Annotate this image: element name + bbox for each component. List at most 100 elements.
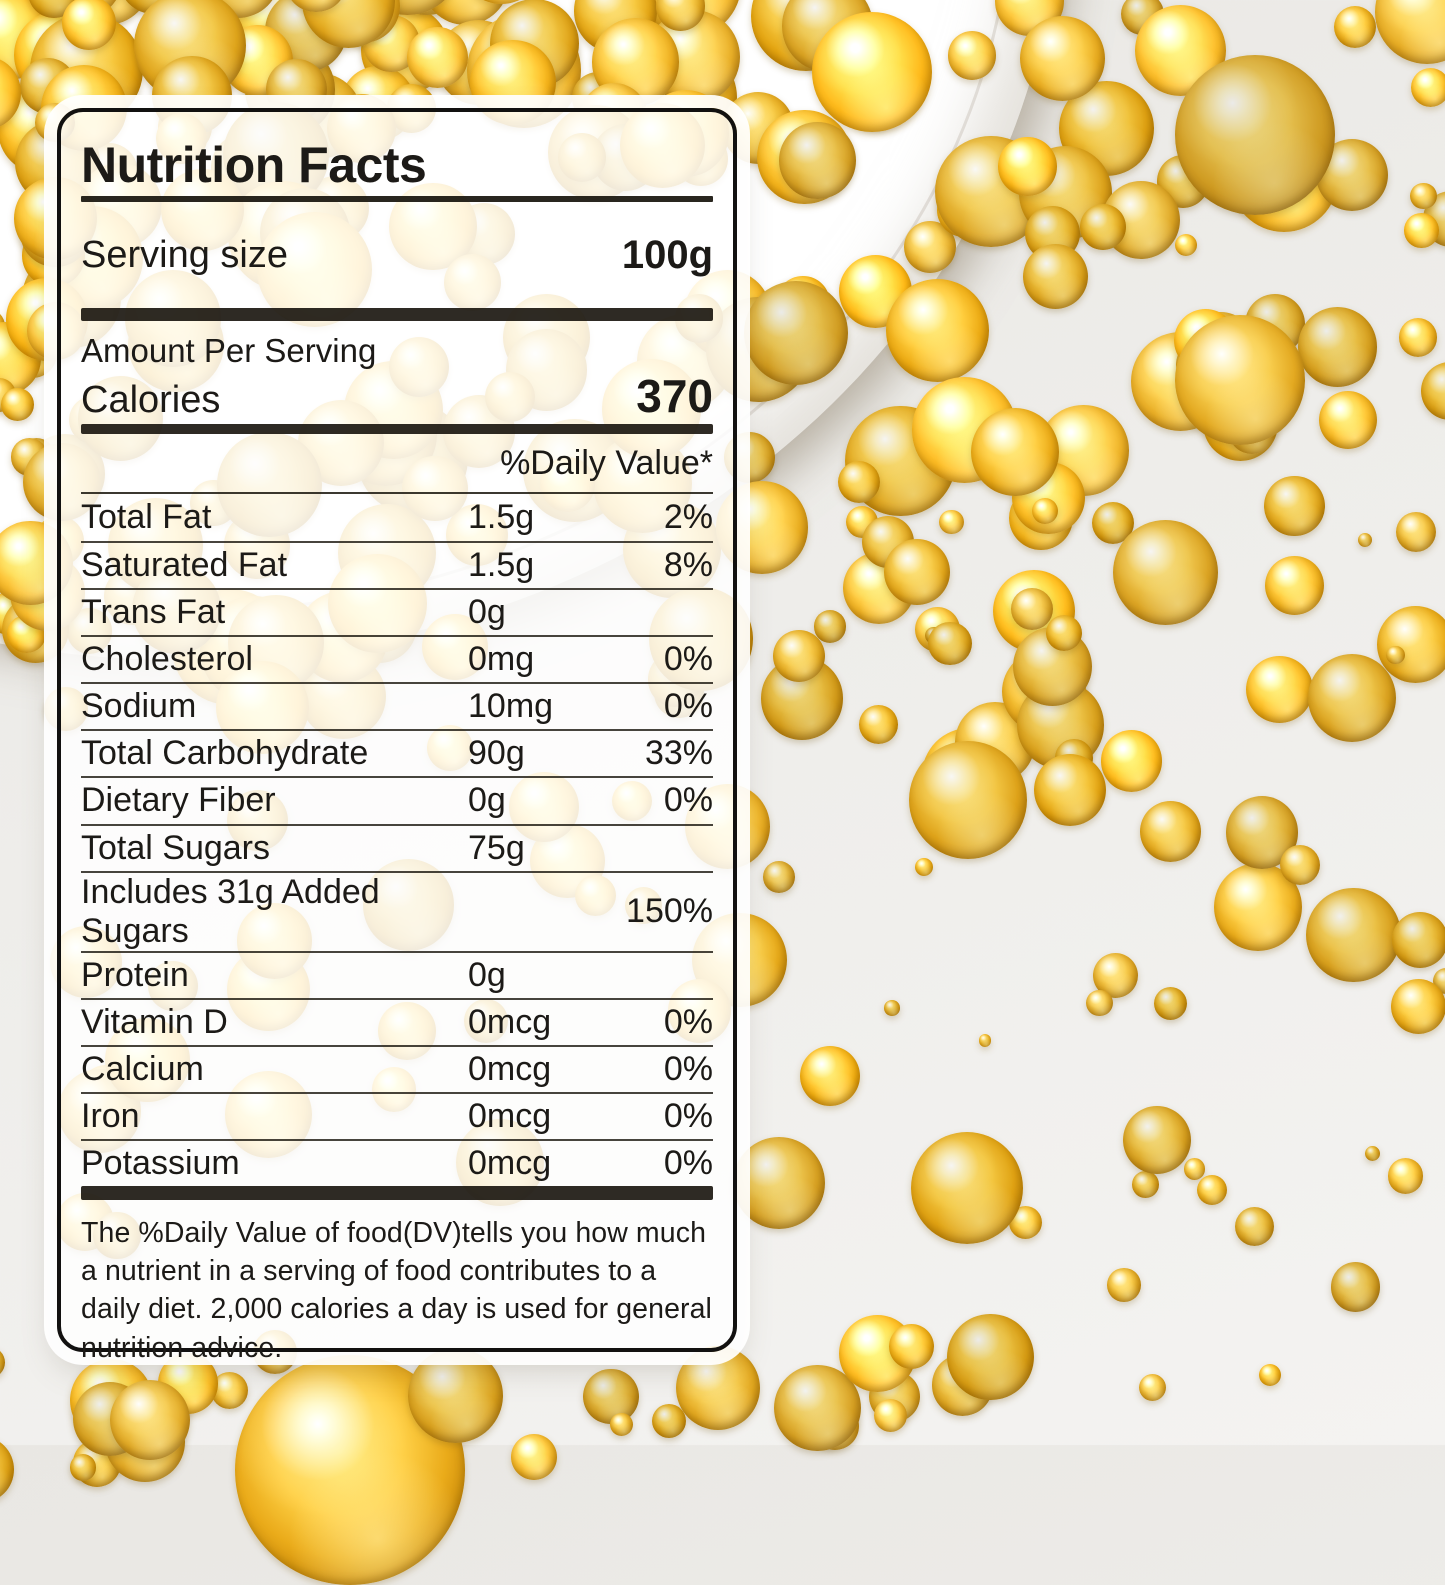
gold-pearl (110, 1380, 190, 1460)
gold-pearl (914, 857, 934, 877)
gold-pearl (1175, 55, 1335, 215)
nutrient-row: Protein 0g (81, 950, 713, 998)
gold-pearl (1386, 645, 1405, 665)
gold-pearl (1112, 519, 1218, 625)
gold-pearl (407, 1347, 503, 1443)
gold-pearl (909, 741, 1027, 859)
gold-pearl (1079, 204, 1126, 250)
gold-pearl (511, 1434, 558, 1481)
nutrient-name: Cholesterol (81, 640, 253, 679)
nutrition-facts-label: Nutrition Facts Serving size 100g Amount… (57, 108, 737, 1364)
gold-pearl (407, 26, 469, 88)
gold-pearl (1392, 912, 1445, 968)
nutrient-row: Potassium 0mcg 0% (81, 1138, 713, 1186)
daily-value-header: %Daily Value* (500, 443, 713, 482)
amount-per-serving-label: Amount Per Serving (81, 331, 377, 369)
gold-pearl (733, 1137, 825, 1229)
nutrient-daily-value: 0% (663, 1002, 713, 1041)
gold-pearl (773, 629, 826, 682)
nutrient-amount: 1.5g (468, 546, 535, 585)
nutrient-name: Iron (81, 1096, 140, 1135)
serving-size-label: Serving size (81, 233, 288, 276)
nutrient-amount: 0mg (468, 640, 535, 679)
nutrient-daily-value: 33% (644, 734, 713, 773)
nutrient-name: Vitamin D (81, 1002, 228, 1041)
gold-pearl (609, 1412, 634, 1436)
gold-pearl (873, 1398, 907, 1432)
gold-pearl (1280, 845, 1320, 885)
nutrient-amount: 10mg (468, 687, 554, 726)
gold-pearl (1032, 497, 1059, 524)
gold-pearl (1375, 0, 1445, 64)
gold-pearl (0, 1436, 14, 1504)
gold-pearl (1107, 1268, 1141, 1302)
serving-size-value: 100g (621, 232, 713, 277)
nutrient-amount: 0g (468, 955, 506, 994)
nutrient-amount: 75g (468, 828, 525, 867)
nutrient-row: Total Sugars 75g (81, 823, 713, 871)
gold-pearl (676, 1345, 761, 1430)
gold-pearl (884, 538, 950, 605)
title-divider (81, 196, 713, 202)
gold-pearl (1398, 318, 1438, 357)
gold-pearl (971, 408, 1059, 496)
gold-pearl (1183, 1158, 1206, 1180)
nutrient-name: Dietary Fiber (81, 781, 276, 820)
nutrient-table: Total Fat 1.5g 2% Saturated Fat 1.5g 8% Trans … (81, 492, 713, 1186)
gold-pearl (1308, 654, 1396, 742)
gold-pearl (812, 12, 932, 132)
gold-pearl (0, 1347, 6, 1378)
gold-pearl (1306, 887, 1401, 983)
nutrient-daily-value: 0% (663, 640, 713, 679)
gold-pearl (1410, 182, 1438, 210)
calories-value: 370 (636, 369, 713, 422)
nutrient-name: Potassium (81, 1143, 240, 1182)
gold-pearl (1258, 1363, 1282, 1387)
gold-pearl (1100, 729, 1163, 792)
gold-pearl (800, 1046, 860, 1106)
gold-pearl (884, 1000, 900, 1016)
gold-pearl (1139, 1373, 1167, 1401)
gold-pearl (1019, 15, 1105, 101)
gold-pearl (62, 0, 117, 51)
nutrient-name: Total Carbohydrate (81, 734, 369, 773)
nutrient-amount: 0g (468, 781, 506, 820)
gold-pearl (774, 1364, 861, 1452)
gold-pearl (978, 1034, 991, 1047)
gold-pearl (1264, 475, 1325, 536)
gold-pearl (1132, 1170, 1159, 1198)
gold-pearl (1421, 361, 1445, 421)
nutrient-name: Calcium (81, 1049, 204, 1088)
gold-pearl (1319, 391, 1377, 449)
gold-pearl (928, 621, 972, 666)
gold-pearl (1365, 1145, 1381, 1161)
nutrient-daily-value: 2% (663, 498, 713, 537)
gold-pearl (1034, 754, 1106, 826)
nutrient-name: Sodium (81, 687, 197, 726)
gold-pearl (1086, 989, 1114, 1017)
gold-pearl (998, 137, 1058, 196)
nutrient-row: Iron 0mcg 0% (81, 1091, 713, 1139)
nutrient-row: Dietary Fiber 0g 0% (81, 776, 713, 823)
gold-pearl (1175, 315, 1305, 445)
gold-pearl (744, 280, 849, 386)
thick-divider-1 (81, 308, 713, 321)
gold-pearl (69, 1454, 97, 1481)
gold-pearl (1404, 213, 1439, 248)
gold-pearl (1235, 1207, 1275, 1247)
gold-pearl (1023, 244, 1089, 310)
gold-pearl (886, 278, 989, 382)
nutrient-row: Total Carbohydrate 90g 33% (81, 729, 713, 776)
gold-pearl (1197, 1175, 1227, 1205)
nutrient-daily-value: 150% (626, 892, 713, 931)
calories-section: Amount Per Serving Calories 370 (81, 321, 713, 424)
footnote-text: The %Daily Value of food(DV)tells you ho… (81, 1217, 712, 1364)
nutrient-daily-value: 0% (663, 1143, 713, 1182)
nutrient-name: Total Sugars (81, 828, 270, 867)
nutrient-row: Total Fat 1.5g 2% (81, 494, 713, 541)
gold-pearl (0, 388, 34, 421)
gold-pearl (1264, 555, 1325, 616)
nutrient-row: Includes 31g Added Sugars 150% (81, 870, 713, 951)
gold-pearl (1330, 1261, 1381, 1312)
gold-pearl (779, 122, 856, 199)
